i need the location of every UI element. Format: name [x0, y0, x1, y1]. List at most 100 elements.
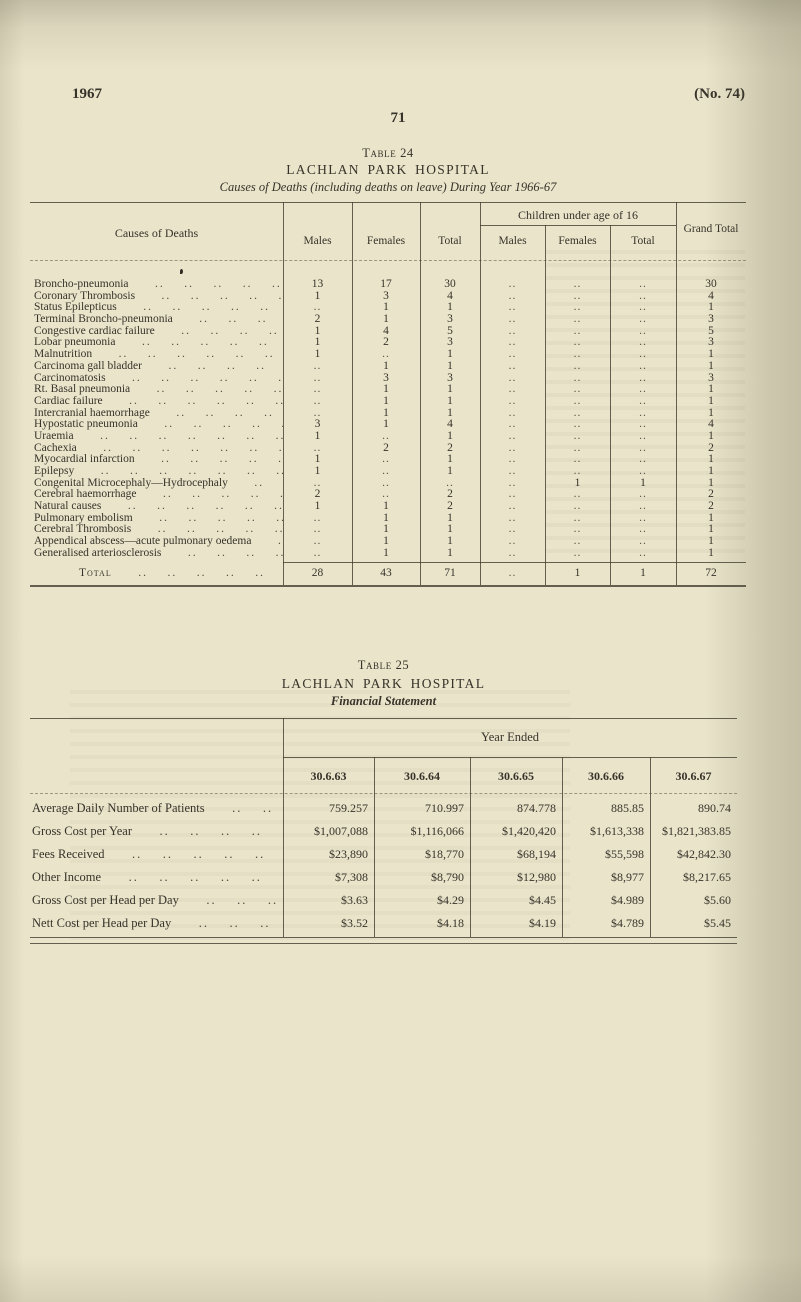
- dot-leaders: .. .. .. .. .. .. .. .. .. .. .. .. .. .…: [159, 512, 283, 524]
- cause-label: Generalised arteriosclerosis: [34, 547, 162, 559]
- cause-cell: Rt. Basal pneumonia .. .. .. .. .. .. ..…: [30, 384, 283, 396]
- value-cell: ..: [382, 349, 390, 361]
- cause-label: Status Epilepticus: [34, 302, 117, 314]
- cause-cell: Appendical abscess—acute pulmonary oedem…: [30, 536, 283, 548]
- value-cell: ..: [313, 524, 322, 536]
- cause-cell: Cerebral haemorrhage .. .. .. .. .. .. .…: [30, 489, 283, 501]
- cause-label: Pulmonary embolism: [34, 512, 133, 524]
- value-cell: ..: [508, 442, 517, 454]
- value-cell: ..: [508, 314, 517, 326]
- value-cell: 3: [708, 314, 714, 326]
- financial-table-body: Average Daily Number of Patients .. .. .…: [30, 797, 737, 935]
- value-cell: 1: [447, 430, 453, 442]
- value-cell: ..: [573, 489, 582, 501]
- value-cell: ..: [573, 314, 582, 326]
- year-column-header: 30.6.66: [588, 769, 624, 783]
- table-rule: [30, 585, 746, 587]
- column-header-males: Males: [303, 235, 332, 247]
- value-cell: 1: [383, 395, 389, 407]
- value-cell: ..: [573, 512, 582, 524]
- financial-label: Gross Cost per Year: [32, 824, 132, 838]
- cause-cell: Status Epilepticus .. .. .. .. .. .. .. …: [30, 302, 283, 314]
- value-cell: 1: [574, 477, 581, 489]
- table-row: Congenital Microcephaly—Hydrocephaly .. …: [30, 478, 746, 490]
- value-cell: ..: [639, 302, 647, 314]
- value-cell: ..: [508, 501, 517, 513]
- total-value-cell: ..: [508, 567, 517, 579]
- value-cell: ..: [313, 442, 322, 454]
- dot-leaders: .. .. .. .. .. .. .. .. .. .. .. .. .. .…: [132, 847, 283, 861]
- total-value-cell: 71: [444, 567, 456, 579]
- cause-cell: Broncho-pneumonia .. .. .. .. .. .. .. .…: [30, 279, 283, 291]
- value-cell: 5: [708, 325, 714, 337]
- value-cell: 2: [383, 442, 389, 454]
- value-cell: ..: [639, 442, 647, 454]
- table-rule: [30, 793, 737, 794]
- cause-label: Carcinoma gall bladder: [34, 360, 142, 372]
- cause-cell: Cerebral Thrombosis .. .. .. .. .. .. ..…: [30, 524, 283, 536]
- value-cell: ..: [508, 466, 517, 477]
- value-cell: ..: [508, 372, 517, 384]
- dot-leaders: .. .. .. .. .. .. .. .. .. .. .. .. .. .…: [157, 524, 283, 536]
- value-cell: 1: [383, 536, 389, 548]
- cause-label: Terminal Broncho-pneumonia: [34, 314, 173, 326]
- table-row: Coronary Thrombosis .. .. .. .. .. .. ..…: [30, 291, 746, 303]
- table-rule: [30, 202, 746, 203]
- value-cell: ..: [639, 547, 647, 559]
- value-cell: ..: [573, 524, 582, 536]
- value-cell: 3: [708, 372, 714, 384]
- table-row: Malnutrition .. .. .. .. .. .. .. .. .. …: [30, 349, 746, 361]
- dot-leaders: .. .. .. .. .. .. .. .. .. .. .. .. .. .…: [206, 893, 283, 907]
- value-cell: ..: [573, 349, 582, 361]
- value-cell: 3: [383, 372, 389, 384]
- value-cell: 1: [314, 325, 321, 337]
- value-cell: 1: [314, 501, 321, 513]
- value-cell: 13: [311, 279, 324, 290]
- financial-label: Gross Cost per Head per Day: [32, 893, 179, 907]
- value-cell: ..: [639, 512, 647, 524]
- value-cell: ..: [382, 477, 390, 489]
- cause-label: Appendical abscess—acute pulmonary oedem…: [34, 536, 252, 548]
- column-header-children-males: Males: [498, 235, 527, 247]
- dot-leaders: .. .. .. .. .. .. .. .. .. .. .. .. .. .…: [232, 801, 283, 815]
- column-header-children-group: Children under age of 16: [518, 208, 638, 222]
- value-cell: 1: [314, 430, 321, 442]
- financial-value-cell: 874.778: [517, 801, 556, 815]
- value-cell: 5: [447, 325, 453, 337]
- value-cell: 4: [708, 290, 714, 302]
- value-cell: ..: [508, 384, 517, 396]
- value-cell: ..: [639, 325, 647, 337]
- value-cell: 3: [447, 314, 453, 326]
- table-divider: [283, 718, 284, 937]
- value-cell: ..: [508, 430, 517, 442]
- financial-value-cell: $8,790: [431, 870, 464, 884]
- value-cell: ..: [508, 337, 517, 349]
- table-row: Generalised arteriosclerosis .. .. .. ..…: [30, 548, 746, 560]
- table-rule: [30, 937, 737, 938]
- value-cell: ..: [639, 384, 647, 396]
- financial-value-cell: $1,821,383.85: [662, 824, 731, 838]
- table-divider: [480, 202, 481, 585]
- financial-value-cell: $3.63: [341, 893, 368, 907]
- dot-leaders: .. .. .. .. .. .. .. .. .. .. .. .. .. .…: [138, 567, 283, 579]
- table-rule: [30, 718, 737, 719]
- value-cell: ..: [639, 466, 647, 477]
- value-cell: 1: [383, 547, 389, 559]
- dot-leaders: .. .. .. .. .. .. .. .. .. .. .. .. .. .…: [164, 419, 283, 431]
- value-cell: ..: [382, 489, 390, 501]
- value-cell: ..: [573, 419, 582, 431]
- deaths-total-row: Total .. .. .. .. .. .. .. .. .. .. .. .…: [30, 562, 746, 585]
- cause-cell: Congestive cardiac failure .. .. .. .. .…: [30, 326, 283, 338]
- financial-value-cell: $8,217.65: [683, 870, 731, 884]
- table-rule: [30, 943, 737, 944]
- dot-leaders: .. .. .. .. .. .. .. .. .. .. .. .. .. .…: [159, 824, 284, 838]
- cause-cell: Coronary Thrombosis .. .. .. .. .. .. ..…: [30, 291, 283, 303]
- total-value-cell: 1: [574, 567, 581, 579]
- cause-cell: Epilepsy .. .. .. .. .. .. .. .. .. .. .…: [30, 466, 283, 478]
- financial-label-cell: Other Income .. .. .. .. .. .. .. .. .. …: [30, 866, 283, 889]
- value-cell: 2: [708, 489, 714, 501]
- table-row: Congestive cardiac failure .. .. .. .. .…: [30, 326, 746, 338]
- value-cell: ..: [573, 430, 582, 442]
- cause-label: Hypostatic pneumonia: [34, 419, 138, 431]
